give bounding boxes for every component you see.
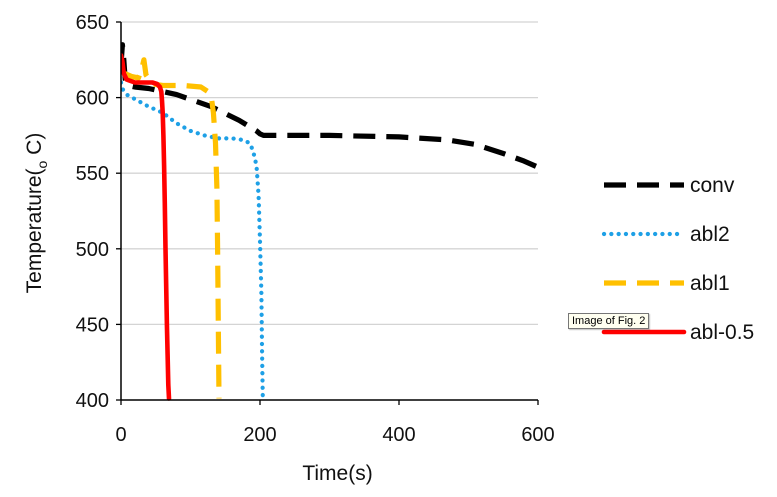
y-tick-label: 500 [76,239,109,261]
y-axis-title: Temperature(o C) [23,133,50,294]
legend: conv abl2 abl1 abl-0.5 [601,174,754,344]
y-tick-label: 550 [76,163,109,185]
legend-label: conv [690,174,735,197]
y-title-text: Temperature( [23,168,46,293]
y-tick-label: 450 [76,314,109,336]
series-line-conv [121,42,540,170]
image-tooltip: Image of Fig. 2 [568,313,650,329]
series-line-abl1 [121,57,222,399]
legend-label: abl1 [690,272,730,295]
y-tick-label: 650 [76,12,109,34]
grid-lines [121,21,538,326]
x-tick-label: 200 [243,424,276,446]
x-tick-label: 600 [521,424,554,446]
x-tick-label: 0 [115,424,126,446]
plot-area [121,42,540,401]
x-axis-title: Time(s) [302,462,372,485]
y-title-subscript: o [34,160,50,168]
axes: 400 450 500 550 600 650 0 200 400 600 [76,12,555,446]
series-line-abl2 [121,80,265,401]
y-tick-label: 600 [76,88,109,110]
legend-label: abl-0.5 [690,321,754,344]
legend-label: abl2 [690,223,730,246]
x-tick-label: 400 [382,424,415,446]
y-title-unit: C) [23,133,46,161]
y-tick-label: 400 [76,390,109,412]
series-line-abl-0.5 [121,53,172,401]
